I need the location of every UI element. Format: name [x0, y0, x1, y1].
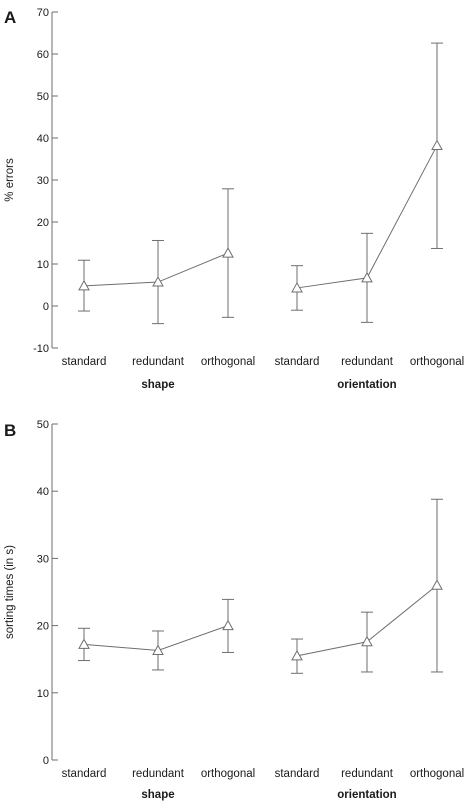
data-point: [222, 247, 234, 258]
x-tick-label: standard: [275, 356, 320, 368]
y-tick-label: 10: [37, 688, 49, 700]
data-point: [361, 271, 373, 283]
y-tick-label: 30: [37, 175, 49, 187]
y-tick-label: 20: [37, 621, 49, 633]
data-point: [291, 649, 303, 661]
series-line: [83, 625, 229, 651]
x-tick-label: orthogonal: [410, 356, 464, 368]
chart-panel-b: B 0 10 20 30 40 50 sorting times (in s) standard…: [4, 419, 464, 801]
group-label: orientation: [337, 379, 396, 391]
x-tick-label: redundant: [132, 356, 185, 368]
group-label: shape: [141, 379, 174, 391]
x-tick-label: orthogonal: [410, 768, 464, 780]
y-tick-label: 50: [37, 91, 49, 103]
x-tick-label: redundant: [132, 768, 185, 780]
x-tick-label: standard: [62, 356, 107, 368]
data-point: [222, 619, 234, 631]
series-shape: standard redundant orthogonal shape: [62, 598, 255, 801]
data-point: [361, 635, 373, 647]
y-tick-label: 10: [37, 259, 49, 271]
x-tick-label: redundant: [341, 768, 394, 780]
y-tick-label: 0: [43, 301, 49, 313]
y-tick-label: 20: [37, 217, 49, 229]
group-label: orientation: [337, 789, 396, 801]
series-orientation: standard redundant orthogonal orientation: [275, 498, 464, 801]
chart-panel-a: A -10 0 10 20 30 40 50 60 70 % errors standard redun…: [4, 7, 464, 391]
data-point: [78, 279, 90, 291]
y-tick-label: 70: [37, 7, 49, 19]
x-tick-label: orthogonal: [201, 356, 255, 368]
data-point: [431, 139, 443, 151]
y-tick-label: 50: [37, 419, 49, 431]
panel-label: A: [4, 8, 16, 27]
x-tick-label: standard: [275, 768, 320, 780]
y-tick-label: 40: [37, 133, 49, 145]
panel-label: B: [4, 421, 16, 440]
group-label: shape: [141, 789, 174, 801]
x-tick-label: orthogonal: [201, 768, 255, 780]
data-point: [431, 579, 443, 590]
y-axis-label: sorting times (in s): [4, 545, 16, 639]
series-orientation: standard redundant orthogonal orientation: [275, 42, 464, 391]
y-tick-label: 30: [37, 553, 49, 565]
data-point: [152, 276, 164, 287]
data-point: [78, 638, 90, 649]
x-tick-label: standard: [62, 768, 107, 780]
data-point: [152, 644, 164, 655]
series-shape: standard redundant orthogonal shape: [62, 188, 255, 391]
y-tick-label: -10: [33, 343, 49, 355]
y-tick-label: 40: [37, 486, 49, 498]
y-tick-label: 60: [37, 49, 49, 61]
y-tick-label: 0: [43, 755, 49, 767]
data-point: [291, 281, 303, 293]
x-tick-label: redundant: [341, 356, 394, 368]
y-axis-label: % errors: [4, 158, 16, 202]
